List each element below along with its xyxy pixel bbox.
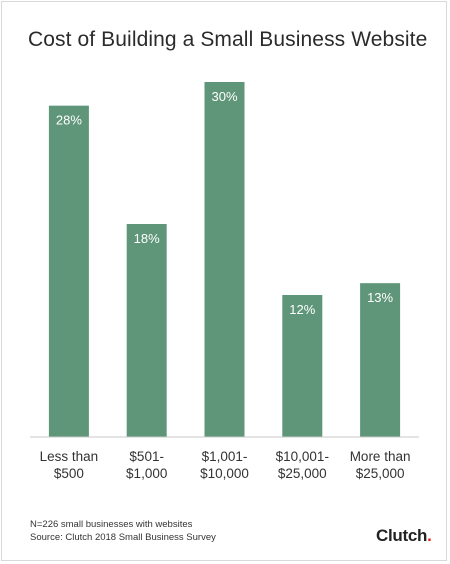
chart-title: Cost of Building a Small Business Websit…: [28, 28, 428, 51]
logo-text: Clutch: [376, 526, 428, 545]
bar-value-label: 12%: [289, 302, 315, 317]
x-tick-label: More than $25,000: [350, 449, 411, 481]
bar-value-label: 28%: [56, 113, 82, 128]
source-footnote: Source: Clutch 2018 Small Business Surve…: [30, 532, 216, 543]
bar-5: [360, 283, 401, 437]
clutch-logo: Clutch.: [376, 526, 432, 546]
sample-footnote: N=226 small businesses with websites: [30, 519, 193, 530]
bar-4: [282, 295, 323, 437]
x-tick-label: $1,001-$10,000: [200, 449, 249, 481]
x-tick-label: $10,001-$25,000: [276, 449, 329, 481]
x-tick-label: Less than $500: [40, 449, 99, 481]
bar-value-label: 13%: [367, 290, 393, 305]
bar-3: [204, 82, 245, 437]
bar-value-label: 18%: [134, 231, 160, 246]
x-tick-label: $501-$1,000: [126, 449, 167, 481]
bar-value-label: 30%: [211, 89, 237, 104]
logo-dot: .: [427, 526, 432, 545]
bar-1: [48, 105, 89, 438]
bar-2: [126, 224, 167, 437]
